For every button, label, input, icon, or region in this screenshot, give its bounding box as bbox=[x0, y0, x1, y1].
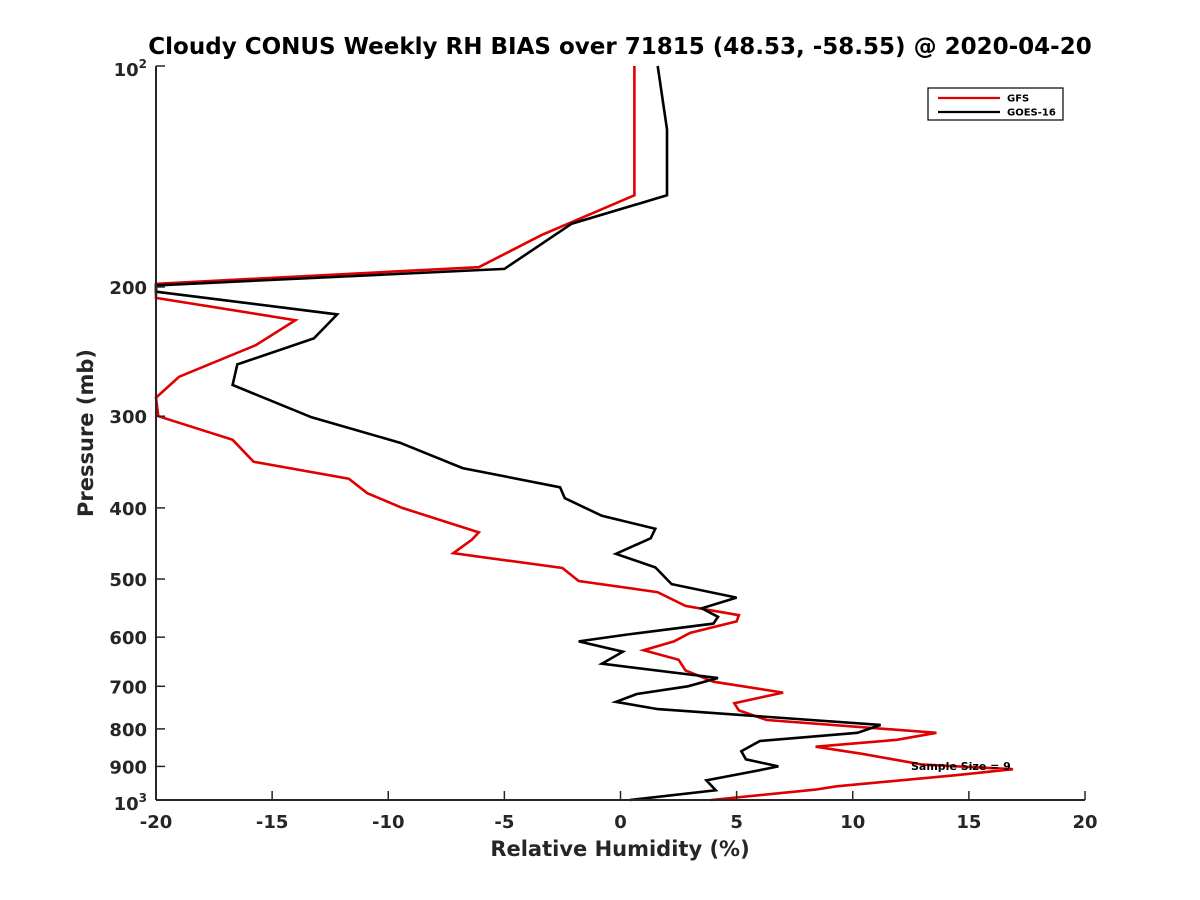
y-tick-base: 10 bbox=[114, 60, 139, 81]
y-axis-label: Pressure (mb) bbox=[74, 349, 98, 517]
x-axis-label: Relative Humidity (%) bbox=[490, 837, 749, 861]
series-layer bbox=[154, 65, 1014, 802]
x-tick-label: -15 bbox=[256, 812, 289, 833]
series-line-goes-16 bbox=[154, 65, 882, 802]
series-line-gfs bbox=[154, 66, 1014, 802]
y-tick-label: 200 bbox=[109, 278, 147, 299]
y-tick-label: 700 bbox=[109, 677, 147, 698]
y-tick-exponent: 2 bbox=[139, 57, 147, 71]
legend-box bbox=[927, 87, 1064, 121]
x-tick-layer: -20 -15 -10 -5 0 5 10 15 20 bbox=[140, 791, 1098, 833]
y-tick-label: 500 bbox=[109, 570, 147, 591]
chart-title: Cloudy CONUS Weekly RH BIAS over 71815 (… bbox=[148, 34, 1091, 60]
y-tick-label: 103 bbox=[114, 791, 147, 815]
sample-size-annotation: Sample Size = 9 bbox=[911, 760, 1011, 773]
legend-label-gfs: GFS bbox=[1007, 94, 1029, 105]
x-tick-label: 10 bbox=[840, 812, 865, 833]
y-tick-label: 800 bbox=[109, 720, 147, 741]
y-tick-exponent: 3 bbox=[139, 791, 147, 805]
x-tick-label: -20 bbox=[140, 812, 173, 833]
x-tick-label: 15 bbox=[956, 812, 981, 833]
x-tick-label: 5 bbox=[730, 812, 743, 833]
y-tick-label: 900 bbox=[109, 757, 147, 778]
x-tick-label: -5 bbox=[494, 812, 514, 833]
legend-label-goes-16: GOES-16 bbox=[1007, 108, 1056, 119]
y-tick-label: 600 bbox=[109, 628, 147, 649]
y-tick-label: 102 bbox=[114, 57, 147, 81]
y-tick-label: 400 bbox=[109, 499, 147, 520]
x-tick-label: 0 bbox=[614, 812, 627, 833]
x-tick-label: -10 bbox=[372, 812, 405, 833]
x-tick-label: 20 bbox=[1072, 812, 1097, 833]
y-tick-label: 300 bbox=[109, 407, 147, 428]
legend: GFS GOES-16 bbox=[927, 87, 1064, 121]
y-tick-base: 10 bbox=[114, 794, 139, 815]
